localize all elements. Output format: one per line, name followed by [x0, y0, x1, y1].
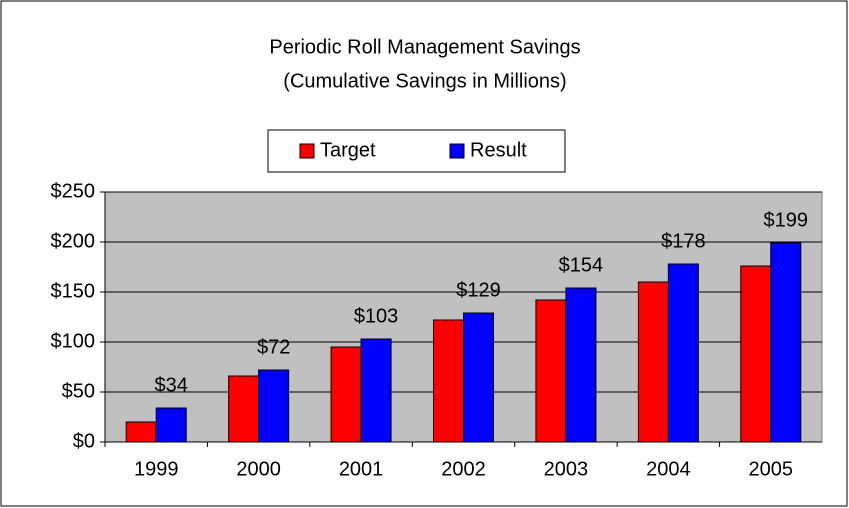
x-tick-label: 2002	[441, 458, 486, 480]
bar	[228, 375, 260, 443]
x-tick-label: 2004	[646, 458, 691, 480]
bar	[258, 369, 290, 443]
y-tick-label: $50	[62, 380, 95, 402]
y-tick-label: $0	[73, 430, 95, 452]
value-label: $178	[661, 230, 706, 252]
value-label: $154	[559, 254, 604, 276]
bar	[740, 265, 772, 443]
bar	[433, 319, 464, 443]
chart-title: Periodic Roll Management Savings	[269, 36, 580, 58]
legend-swatch	[299, 143, 315, 159]
x-tick-label: 2001	[339, 458, 384, 480]
x-tick-label: 2000	[236, 458, 281, 480]
bar	[360, 338, 392, 443]
bar	[125, 421, 157, 443]
y-tick-label: $100	[51, 330, 96, 352]
value-label: $34	[155, 374, 188, 396]
bar	[155, 407, 187, 443]
legend-swatch	[449, 143, 465, 159]
bar	[637, 281, 669, 443]
y-tick-label: $200	[51, 230, 96, 252]
legend-box	[267, 129, 566, 173]
bar	[330, 346, 362, 443]
x-tick-label: 1999	[134, 458, 179, 480]
bar	[535, 299, 567, 443]
legend-label: Target	[320, 139, 376, 161]
x-tick-label: 2003	[544, 458, 589, 480]
value-label: $72	[257, 336, 290, 358]
value-label: $103	[354, 305, 399, 327]
bar	[565, 287, 597, 443]
value-label: $199	[764, 209, 809, 231]
value-label: $129	[456, 279, 501, 301]
chart-subtitle: (Cumulative Savings in Millions)	[283, 70, 566, 92]
bar	[463, 312, 494, 443]
x-tick-label: 2005	[749, 458, 794, 480]
legend-label: Result	[470, 139, 527, 161]
bar	[770, 242, 802, 443]
y-tick-label: $250	[51, 180, 96, 202]
bar	[667, 263, 699, 443]
y-tick-label: $150	[51, 280, 96, 302]
